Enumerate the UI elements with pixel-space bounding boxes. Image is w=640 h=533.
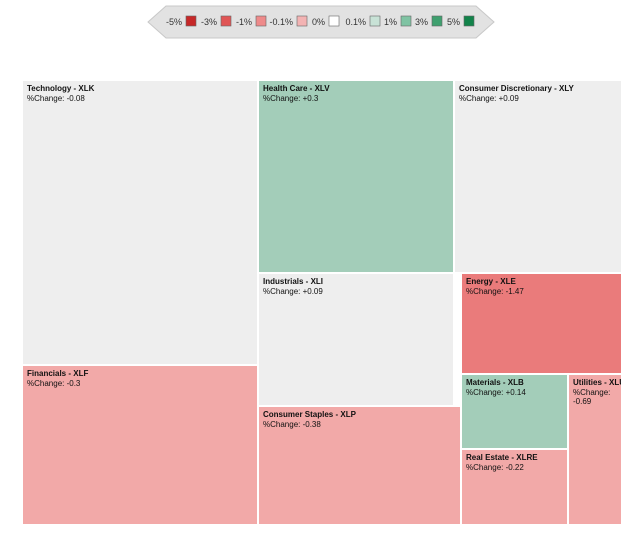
legend-label: -5%	[166, 17, 182, 27]
color-legend: -5% -3% -1% -0.1% 0% 0.1% 1% 3% 5%	[147, 5, 495, 39]
tile-percent-change: %Change: +0.14	[466, 388, 526, 397]
legend-swatch	[185, 15, 197, 27]
legend-swatch	[431, 15, 443, 27]
legend-label: 5%	[447, 17, 460, 27]
legend-swatch	[328, 15, 340, 27]
legend-label: 0%	[312, 17, 325, 27]
tile-percent-change: %Change: +0.09	[263, 287, 323, 296]
tile-percent-change: %Change: -0.38	[263, 420, 321, 429]
tile-sector-name: Energy - XLE	[466, 277, 516, 286]
tile-percent-change: %Change: -1.47	[466, 287, 524, 296]
legend-swatch	[220, 15, 232, 27]
legend-swatch	[255, 15, 267, 27]
tile-sector-name: Utilities - XLU	[573, 378, 622, 387]
tile-sector-name: Materials - XLB	[466, 378, 524, 387]
treemap-tile[interactable]: Utilities - XLU %Change: -0.69	[568, 374, 622, 525]
treemap-tile[interactable]: Industrials - XLI %Change: +0.09	[258, 273, 454, 406]
legend-label: 1%	[384, 17, 397, 27]
legend-arrow-background	[147, 5, 495, 39]
tile-sector-name: Industrials - XLI	[263, 277, 324, 286]
treemap-tile[interactable]: Materials - XLB %Change: +0.14	[461, 374, 568, 449]
treemap-tile[interactable]: Real Estate - XLRE %Change: -0.22	[461, 449, 568, 525]
tile-percent-change: %Change: -0.08	[27, 94, 85, 103]
sector-treemap: Technology - XLK %Change: -0.08 Financials…	[22, 80, 622, 525]
treemap-tile[interactable]: Consumer Discretionary - XLY %Change: +0.…	[454, 80, 622, 273]
tile-percent-change: %Change: +0.3	[263, 94, 319, 103]
treemap-tile[interactable]: Energy - XLE %Change: -1.47	[461, 273, 622, 374]
tile-percent-change: %Change: -0.3	[27, 379, 81, 388]
legend-swatch	[296, 15, 308, 27]
tile-sector-name: Real Estate - XLRE	[466, 453, 538, 462]
tile-percent-change: %Change: -0.69	[573, 388, 611, 406]
treemap-tile[interactable]: Financials - XLF %Change: -0.3	[22, 365, 258, 525]
legend-swatch	[463, 15, 475, 27]
tile-sector-name: Consumer Discretionary - XLY	[459, 84, 574, 93]
treemap-tile[interactable]: Technology - XLK %Change: -0.08	[22, 80, 258, 365]
legend-swatch	[369, 15, 381, 27]
tile-sector-name: Consumer Staples - XLP	[263, 410, 356, 419]
legend-label: 3%	[415, 17, 428, 27]
legend-label: -1%	[236, 17, 252, 27]
tile-percent-change: %Change: +0.09	[459, 94, 519, 103]
tile-sector-name: Technology - XLK	[27, 84, 95, 93]
tile-sector-name: Health Care - XLV	[263, 84, 330, 93]
treemap-tile[interactable]: Health Care - XLV %Change: +0.3	[258, 80, 454, 273]
legend-label: -0.1%	[269, 17, 293, 27]
legend-label: 0.1%	[345, 17, 366, 27]
tile-percent-change: %Change: -0.22	[466, 463, 524, 472]
legend-label: -3%	[201, 17, 217, 27]
legend-swatch	[400, 15, 412, 27]
tile-sector-name: Financials - XLF	[27, 369, 89, 378]
treemap-tile[interactable]: Consumer Staples - XLP %Change: -0.38	[258, 406, 461, 525]
